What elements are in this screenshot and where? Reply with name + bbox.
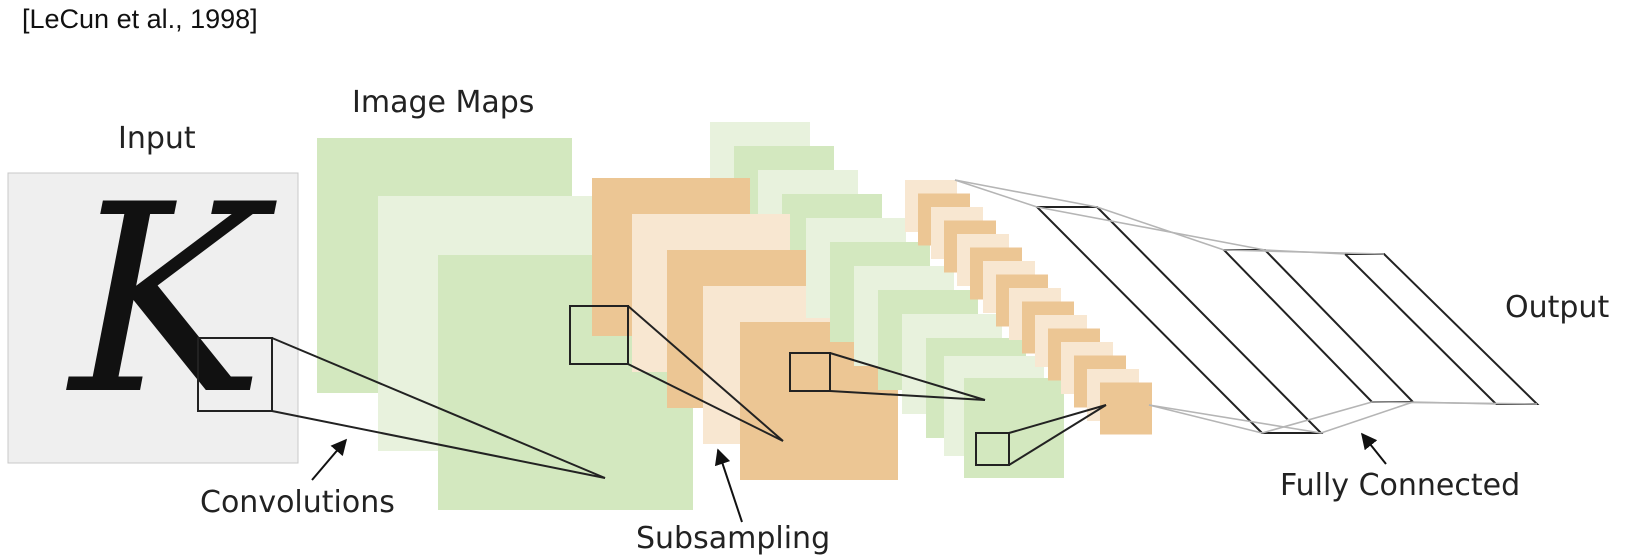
input-glyph: K xyxy=(66,150,277,452)
subsampling-receptive-field xyxy=(789,352,831,392)
conv1-feature-maps xyxy=(317,138,693,510)
fc-layer-2 xyxy=(1221,249,1416,403)
fully-connected-label: Fully Connected xyxy=(1280,468,1520,503)
fc-connection-lines xyxy=(954,179,1538,434)
input-image: K xyxy=(7,150,299,464)
input-receptive-field xyxy=(197,337,273,412)
image-maps-label: Image Maps xyxy=(352,85,534,120)
conv1-receptive-field xyxy=(569,305,629,365)
fully-connected-arrow xyxy=(1361,432,1387,465)
subsampling-small-map xyxy=(1100,382,1152,435)
input-label: Input xyxy=(118,121,196,156)
subsampling-maps-small xyxy=(905,180,1152,435)
convolutions-label: Convolutions xyxy=(200,485,395,520)
output-label: Output xyxy=(1505,290,1609,325)
citation: [LeCun et al., 1998] xyxy=(22,4,258,34)
subsampling-maps xyxy=(592,178,898,480)
conv2-receptive-field xyxy=(975,432,1010,466)
subsampling-label: Subsampling xyxy=(636,521,830,556)
convolutions-arrow xyxy=(311,438,348,481)
receptive-field-overlays xyxy=(197,305,1107,479)
subsampling-arrow xyxy=(714,448,743,523)
conv2-feature-maps xyxy=(806,218,1064,478)
fc-layer-3 xyxy=(1342,253,1540,405)
annotation-arrows xyxy=(311,432,1387,523)
